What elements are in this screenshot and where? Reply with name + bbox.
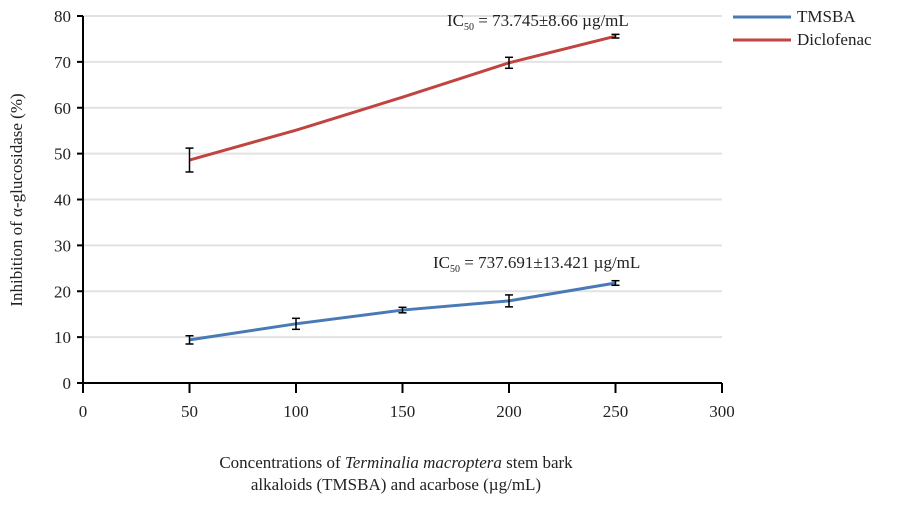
y-tick-label: 40 — [54, 191, 71, 210]
x-tick-label: 0 — [79, 402, 88, 421]
error-bar-diclofenac — [505, 56, 513, 70]
legend-label-diclofenac: Diclofenac — [797, 30, 872, 49]
y-tick-label: 80 — [54, 7, 71, 26]
y-tick-label: 70 — [54, 53, 71, 72]
x-tick-label: 200 — [496, 402, 522, 421]
error-bar-tmsba — [611, 279, 620, 287]
error-bar-diclofenac — [185, 147, 194, 173]
y-tick-label: 0 — [63, 374, 72, 393]
x-tick-label: 100 — [283, 402, 309, 421]
y-tick-label: 50 — [54, 145, 71, 164]
error-bar-tmsba — [185, 334, 194, 345]
x-tick-label: 300 — [709, 402, 735, 421]
annotation-diclofenac: IC50 = 73.745±8.66 µg/mL — [447, 11, 629, 33]
y-tick-label: 30 — [54, 236, 71, 255]
error-bar-tmsba — [292, 317, 300, 331]
x-axis-label-line1: Concentrations of Terminalia macroptera … — [219, 453, 573, 472]
x-tick-label: 150 — [390, 402, 416, 421]
legend: TMSBA Diclofenac — [733, 7, 872, 49]
y-tick-label: 20 — [54, 282, 71, 301]
legend-label-tmsba: TMSBA — [797, 7, 856, 26]
series-line-diclofenac — [189, 34, 616, 162]
y-tick-label: 10 — [54, 328, 71, 347]
error-bar-tmsba — [505, 294, 513, 308]
error-bar-diclofenac — [611, 33, 620, 39]
annotation-tmsba: IC50 = 737.691±13.421 µg/mL — [433, 253, 640, 275]
x-tick-label: 50 — [181, 402, 198, 421]
x-tick-label: 250 — [603, 402, 629, 421]
x-axis-label-line2: alkaloids (TMSBA) and acarbose (µg/mL) — [251, 475, 541, 494]
y-axis-label: Inhibition of α-glucosidase (%) — [7, 93, 26, 306]
y-tick-label: 60 — [54, 99, 71, 118]
error-bar-tmsba — [398, 306, 407, 314]
